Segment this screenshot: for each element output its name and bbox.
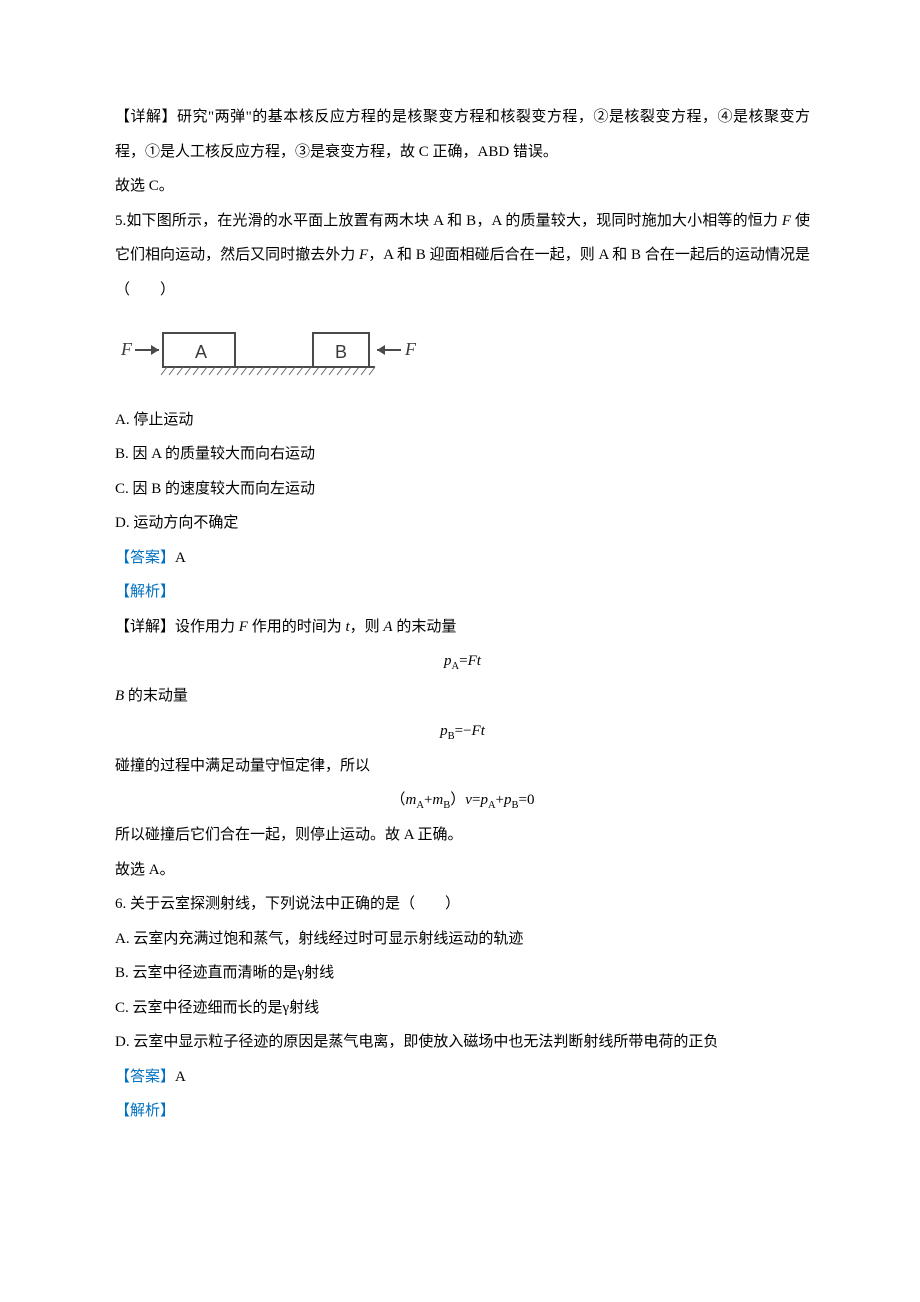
q6-option-c: C. 云室中径迹细而长的是γ射线: [115, 991, 810, 1026]
q5-detail-b: 作用的时间为: [248, 619, 346, 635]
q6-option-b: B. 云室中径迹直而清晰的是γ射线: [115, 956, 810, 991]
q5-answer-line: 【答案】A: [115, 541, 810, 576]
q5-analysis-line: 【解析】: [115, 575, 810, 610]
q6-stem: 6. 关于云室探测射线，下列说法中正确的是（ ）: [115, 887, 810, 922]
q5-option-d: D. 运动方向不确定: [115, 506, 810, 541]
q6-answer: A: [175, 1069, 186, 1085]
q5-analysis-label: 【解析】: [115, 584, 175, 600]
diagram-right-force-label: F: [404, 339, 417, 359]
diagram-left-arrow-head: [151, 345, 159, 355]
q6-number: 6.: [115, 896, 130, 912]
q5-stem: 5.如下图所示，在光滑的水平面上放置有两木块 A 和 B，A 的质量较大，现同时…: [115, 204, 810, 308]
q6-analysis-label: 【解析】: [115, 1103, 175, 1119]
q5-after: 所以碰撞后它们合在一起，则停止运动。故 A 正确。: [115, 818, 810, 853]
q5-B-sentence-b: 的末动量: [124, 688, 188, 704]
q5-eq3: （mA+mB）v=pA+pB=0: [115, 783, 810, 818]
q5-answer-label: 【答案】: [115, 550, 175, 566]
diagram-right-arrow-head: [377, 345, 385, 355]
diagram-hatch: [161, 367, 375, 375]
q5-detail-F: F: [239, 619, 248, 635]
diagram-left-force-label: F: [120, 339, 133, 359]
q5-option-b: B. 因 A 的质量较大而向右运动: [115, 437, 810, 472]
q5-detail-d: 的末动量: [393, 619, 457, 635]
q5-option-c: C. 因 B 的速度较大而向左运动: [115, 472, 810, 507]
q5-option-a: A. 停止运动: [115, 403, 810, 438]
q5-detail-line: 【详解】设作用力 F 作用的时间为 t，则 A 的末动量: [115, 610, 810, 645]
q5-stem-a: 如下图所示，在光滑的水平面上放置有两木块 A 和 B，A 的质量较大，现同时施加…: [126, 213, 782, 229]
q5-B-symbol: B: [115, 688, 124, 704]
q5-conclusion: 故选 A。: [115, 853, 810, 888]
q6-answer-line: 【答案】A: [115, 1060, 810, 1095]
q6-answer-label: 【答案】: [115, 1069, 175, 1085]
diagram-block-a-label: A: [195, 342, 207, 362]
q5-b-momentum-line: B 的末动量: [115, 679, 810, 714]
q5-force-symbol-2: F: [359, 247, 368, 263]
q5-number: 5.: [115, 213, 126, 229]
q5-detail-A: A: [383, 619, 392, 635]
q5-detail-c: ，则: [350, 619, 384, 635]
q5-detail-a: 【详解】设作用力: [115, 619, 239, 635]
q5-force-symbol-1: F: [782, 213, 791, 229]
q5-collision-line: 碰撞的过程中满足动量守恒定律，所以: [115, 749, 810, 784]
q5-eq2: pB=−Ft: [115, 714, 810, 749]
q6-analysis-line: 【解析】: [115, 1094, 810, 1129]
q6-option-d: D. 云室中显示粒子径迹的原因是蒸气电离，即使放入磁场中也无法判断射线所带电荷的…: [115, 1025, 810, 1060]
q5-eq1: pA=Ft: [115, 644, 810, 679]
page-content: 【详解】研究"两弹"的基本核反应方程的是核聚变方程和核裂变方程，②是核裂变方程，…: [0, 0, 920, 1189]
q5-diagram: F A: [115, 315, 810, 399]
diagram-block-b-label: B: [335, 342, 347, 362]
q6-option-a: A. 云室内充满过饱和蒸气，射线经过时可显示射线运动的轨迹: [115, 922, 810, 957]
q4-conclusion: 故选 C。: [115, 169, 810, 204]
q5-answer: A: [175, 550, 186, 566]
q6-stem-text: 关于云室探测射线，下列说法中正确的是（ ）: [130, 896, 460, 912]
q4-detail: 【详解】研究"两弹"的基本核反应方程的是核聚变方程和核裂变方程，②是核裂变方程，…: [115, 100, 810, 169]
